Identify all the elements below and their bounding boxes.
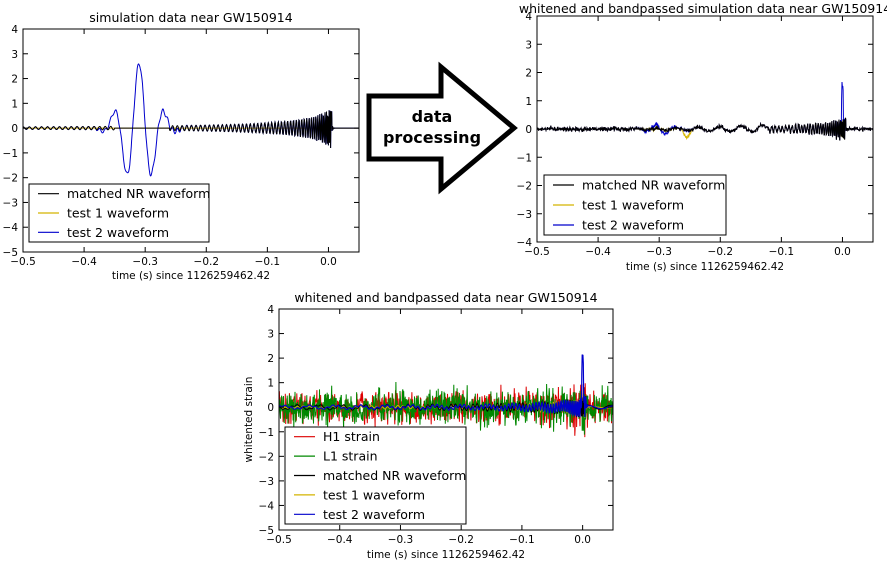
- y-tick-label: 0: [11, 123, 18, 135]
- legend-box: [543, 174, 727, 236]
- y-tick-label: −4: [517, 237, 533, 249]
- x-tick-label: 0.0: [834, 246, 851, 258]
- x-axis-label: time (s) since 1126259462.42: [367, 549, 525, 561]
- y-tick-label: 3: [525, 39, 532, 51]
- legend-entry: test 1 waveform: [67, 206, 169, 221]
- x-tick-label: −0.4: [585, 246, 611, 258]
- y-tick-label: −4: [3, 222, 19, 234]
- y-tick-label: 4: [525, 11, 532, 23]
- y-tick-label: 1: [525, 96, 532, 108]
- x-tick-label: −0.3: [132, 256, 158, 268]
- x-tick-label: −0.5: [10, 256, 36, 268]
- y-tick-label: 0: [267, 402, 274, 414]
- legend-entry: matched NR waveform: [582, 178, 725, 193]
- chart-title: simulation data near GW150914: [89, 10, 292, 25]
- x-tick-label: −0.3: [388, 534, 414, 546]
- y-tick-label: −3: [259, 476, 274, 488]
- y-tick-label: 3: [267, 329, 274, 341]
- y-tick-label: 4: [267, 304, 274, 316]
- legend-entry: test 2 waveform: [67, 225, 169, 240]
- y-tick-label: −5: [3, 247, 18, 259]
- x-tick-label: −0.4: [71, 256, 97, 268]
- legend-entry: matched NR waveform: [323, 468, 466, 483]
- x-tick-label: −0.1: [255, 256, 281, 268]
- legend-entry: L1 strain: [323, 449, 378, 464]
- chart-whitened-strain-data: whitened and bandpassed data near GW1509…: [243, 290, 614, 561]
- y-tick-label: 3: [11, 49, 18, 61]
- y-tick-label: −2: [3, 173, 18, 185]
- x-tick-label: −0.5: [524, 246, 550, 258]
- x-axis-label: time (s) since 1126259462.42: [112, 270, 270, 282]
- arrow-shape: [366, 61, 518, 195]
- y-tick-label: −1: [259, 427, 274, 439]
- y-tick-label: −1: [517, 152, 532, 164]
- y-tick-label: −3: [3, 197, 18, 209]
- y-tick-label: −2: [517, 181, 532, 193]
- plot-area: [23, 63, 359, 177]
- series-line-matched-NR-waveform: [537, 117, 873, 141]
- x-tick-label: −0.4: [327, 534, 353, 546]
- chart-title: whitened and bandpassed data near GW1509…: [294, 290, 597, 305]
- y-tick-label: −2: [259, 451, 274, 463]
- y-tick-label: −5: [259, 525, 274, 537]
- legend-box: [284, 426, 467, 525]
- x-tick-label: 0.0: [320, 256, 337, 268]
- x-tick-label: −0.3: [646, 246, 672, 258]
- arrow-label-line1: data: [412, 107, 453, 126]
- legend-entry: test 2 waveform: [323, 507, 425, 522]
- chart-simulation-data: simulation data near GW150914 time (s) si…: [3, 10, 360, 282]
- x-tick-label: −0.1: [509, 534, 535, 546]
- x-tick-label: −0.2: [448, 534, 474, 546]
- legend-entry: matched NR waveform: [67, 186, 210, 201]
- legend-entry: test 2 waveform: [582, 218, 684, 233]
- y-tick-label: −4: [259, 500, 275, 512]
- chart-title: whitened and bandpassed simulation data …: [519, 1, 887, 16]
- legend-entry: test 1 waveform: [582, 198, 684, 213]
- x-tick-label: −0.1: [769, 246, 795, 258]
- series-line-test-2-waveform: [279, 354, 613, 418]
- y-tick-label: 2: [525, 68, 532, 80]
- legend-entry: test 1 waveform: [323, 487, 425, 502]
- legend: matched NR waveform test 1 waveform test 2…: [28, 183, 210, 243]
- plot-area: [279, 354, 613, 438]
- y-tick-label: −3: [517, 209, 532, 221]
- y-tick-label: 4: [11, 24, 18, 36]
- processing-arrow: data processing: [366, 61, 518, 195]
- series-line-matched-NR-waveform: [23, 110, 359, 149]
- plot-frame: [278, 308, 614, 531]
- x-tick-label: −0.5: [266, 534, 292, 546]
- y-axis-label: whitented strain: [243, 377, 255, 463]
- arrow-label-line2: processing: [383, 128, 481, 147]
- y-tick-label: 2: [267, 353, 274, 365]
- y-tick-label: −1: [3, 148, 18, 160]
- plot-frame: [22, 28, 360, 253]
- y-tick-label: 2: [11, 74, 18, 86]
- x-tick-label: −0.2: [708, 246, 734, 258]
- x-tick-label: 0.0: [574, 534, 591, 546]
- chart-whitened-simulation-data: whitened and bandpassed simulation data …: [517, 1, 887, 273]
- plot-area: [537, 81, 873, 141]
- y-tick-label: 1: [11, 98, 18, 110]
- legend-entry: H1 strain: [323, 429, 380, 444]
- legend: matched NR waveform test 1 waveform test 2…: [543, 174, 727, 236]
- legend: H1 strain L1 strain matched NR waveform tes…: [284, 426, 467, 525]
- y-tick-label: 0: [525, 124, 532, 136]
- y-tick-label: 1: [267, 378, 274, 390]
- x-axis-label: time (s) since 1126259462.42: [626, 261, 784, 273]
- x-tick-label: −0.2: [194, 256, 220, 268]
